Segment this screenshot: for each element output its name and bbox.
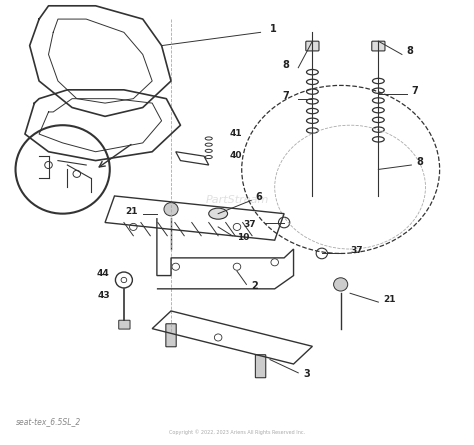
Text: PartStream: PartStream (205, 195, 269, 206)
Circle shape (334, 278, 348, 291)
Text: 8: 8 (282, 60, 289, 70)
Text: 41: 41 (230, 129, 243, 138)
Text: 3: 3 (303, 369, 310, 379)
Text: 7: 7 (411, 86, 418, 96)
Text: 40: 40 (230, 151, 242, 160)
Text: 2: 2 (251, 281, 258, 291)
Circle shape (164, 202, 178, 216)
FancyBboxPatch shape (118, 320, 130, 329)
Text: 37: 37 (350, 247, 363, 255)
FancyBboxPatch shape (306, 41, 319, 51)
Text: 44: 44 (97, 269, 110, 278)
Text: 10: 10 (237, 233, 249, 242)
FancyBboxPatch shape (166, 324, 176, 347)
Text: 8: 8 (416, 157, 423, 167)
Text: 7: 7 (282, 91, 289, 101)
Text: 1: 1 (270, 24, 277, 34)
Text: 6: 6 (256, 192, 263, 202)
FancyBboxPatch shape (255, 355, 266, 378)
Text: 43: 43 (97, 291, 110, 299)
Ellipse shape (209, 208, 228, 219)
FancyBboxPatch shape (372, 41, 385, 51)
Text: 8: 8 (407, 46, 413, 57)
Text: 21: 21 (126, 206, 138, 216)
Text: 21: 21 (383, 295, 396, 304)
Text: Copyright © 2022, 2023 Ariens All Rights Reserved Inc.: Copyright © 2022, 2023 Ariens All Rights… (169, 429, 305, 435)
Text: 37: 37 (243, 220, 256, 229)
Text: seat-tex_6.5SL_2: seat-tex_6.5SL_2 (16, 417, 81, 426)
